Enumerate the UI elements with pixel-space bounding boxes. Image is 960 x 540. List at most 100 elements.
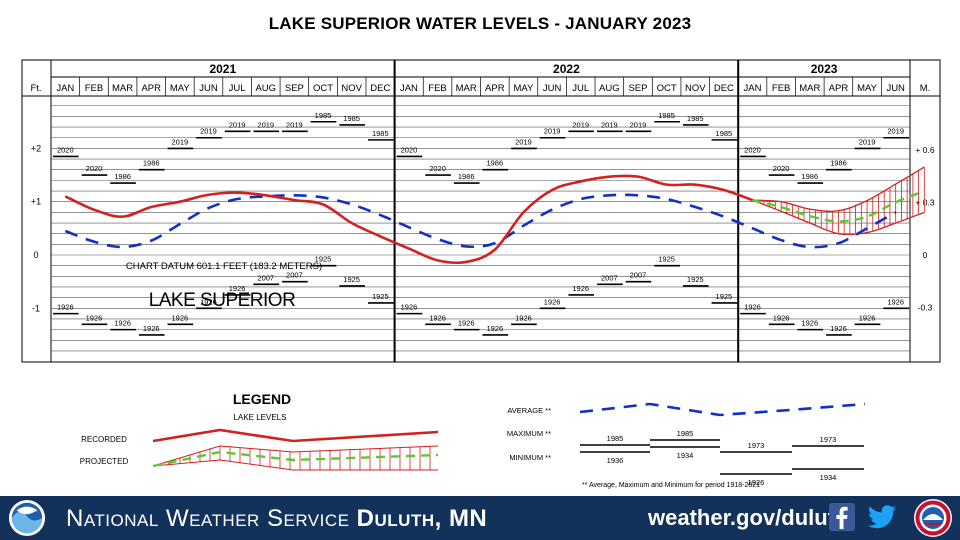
legend-recorded-label: RECORDED xyxy=(81,435,127,444)
max-year-label: 1985 xyxy=(658,111,675,120)
min-year-label: 1925 xyxy=(343,275,360,284)
nws-logo[interactable] xyxy=(913,498,953,538)
min-year-label: 1926 xyxy=(86,313,103,322)
office-name: Duluth, MN xyxy=(356,505,488,532)
year-label: 2021 xyxy=(209,62,236,76)
month-label: JAN xyxy=(744,83,762,94)
max-year-label: 2019 xyxy=(544,127,561,136)
left-tick-label: +1 xyxy=(31,197,41,207)
water-level-chart: 2021 JAN FEB MAR APR MAY JUN JUL AUG SEP OCT NOV DEC… xyxy=(21,59,941,489)
min-year-label: 1926 xyxy=(401,303,418,312)
min-year-label: 2007 xyxy=(286,271,303,280)
office-title: National Weather Service Duluth, MN xyxy=(66,505,487,533)
min-year-label: 1926 xyxy=(172,313,189,322)
max-year-label: 2019 xyxy=(859,137,876,146)
max-year-label: 1986 xyxy=(830,159,847,168)
twitter-icon[interactable] xyxy=(866,502,898,532)
min-year-label: 2007 xyxy=(601,273,618,282)
right-tick-label: + 0.6 xyxy=(915,145,934,155)
min-year-label: 1926 xyxy=(859,313,876,322)
max-year-label: 2019 xyxy=(200,127,217,136)
year-label: 2023 xyxy=(811,62,838,76)
min-year-label: 2007 xyxy=(257,273,274,282)
legend-title: LEGEND xyxy=(233,391,291,407)
max-year-label: 2019 xyxy=(572,120,589,129)
max-year-label: 1986 xyxy=(114,172,131,181)
month-label: SEP xyxy=(285,83,304,94)
min-year-label: 1925 xyxy=(315,255,332,264)
month-label: APR xyxy=(829,83,849,94)
legend-minimum-label: MINIMUM ** xyxy=(509,453,551,462)
max-year-label: 2019 xyxy=(229,120,246,129)
month-label: MAY xyxy=(857,83,878,94)
legend-max-year: 1985 xyxy=(677,429,694,438)
footer-bar: National Weather Service Duluth, MN weat… xyxy=(0,496,960,540)
legend-projected-label: PROJECTED xyxy=(80,457,129,466)
recorded-level-line xyxy=(64,174,753,265)
right-tick-label: + 0.3 xyxy=(915,198,934,208)
max-year-label: 2020 xyxy=(429,164,446,173)
min-year-label: 1926 xyxy=(773,313,790,322)
min-year-label: 1926 xyxy=(801,319,818,328)
legend-min-year: 1934 xyxy=(820,473,837,482)
month-label: DEC xyxy=(370,83,390,94)
max-year-label: 1986 xyxy=(486,159,503,168)
max-year-label: 1985 xyxy=(716,129,733,138)
min-year-label: 2007 xyxy=(630,271,647,280)
min-year-label: 1926 xyxy=(744,303,761,312)
legend-projected-high xyxy=(152,445,439,467)
max-year-label: 2019 xyxy=(515,137,532,146)
month-label: JUL xyxy=(572,83,589,94)
max-year-label: 1986 xyxy=(458,172,475,181)
max-year-label: 2019 xyxy=(172,137,189,146)
legend-average-label: AVERAGE ** xyxy=(507,406,551,415)
max-year-label: 2020 xyxy=(773,164,790,173)
month-label: AUG xyxy=(599,83,620,94)
max-year-label: 1985 xyxy=(343,114,360,123)
max-year-label: 1985 xyxy=(372,129,389,138)
website-link[interactable]: weather.gov/duluth xyxy=(648,505,849,530)
month-label: MAR xyxy=(799,83,820,94)
facebook-icon[interactable] xyxy=(828,502,856,532)
min-year-label: 1926 xyxy=(486,324,503,333)
month-label: NOV xyxy=(341,83,362,94)
max-year-label: 2020 xyxy=(57,145,74,154)
month-label: MAY xyxy=(170,83,191,94)
noaa-logo[interactable] xyxy=(8,499,46,537)
month-label: OCT xyxy=(313,83,333,94)
legend-projected-low xyxy=(152,459,438,471)
max-year-label: 1985 xyxy=(687,114,704,123)
legend-recorded-line xyxy=(152,428,439,443)
min-year-label: 1926 xyxy=(544,297,561,306)
year-label: 2022 xyxy=(553,62,580,76)
average-level-line xyxy=(64,193,897,249)
month-label: NOV xyxy=(685,83,706,94)
max-year-label: 2020 xyxy=(744,145,761,154)
legend-footnote: ** Average, Maximum and Minimum for peri… xyxy=(582,482,760,489)
month-label: APR xyxy=(141,83,161,94)
legend-min-year: 1926 xyxy=(748,478,765,487)
legend-max-year: 1973 xyxy=(748,441,765,450)
right-tick-label: 0 xyxy=(923,250,928,260)
lake-name-label: LAKE SUPERIOR xyxy=(149,290,296,311)
month-label: FEB xyxy=(85,83,103,94)
right-unit-label: M. xyxy=(920,83,931,94)
max-year-label: 2019 xyxy=(887,127,904,136)
legend-maximum-label: MAXIMUM ** xyxy=(507,429,551,438)
min-year-label: 1926 xyxy=(887,297,904,306)
min-year-label: 1926 xyxy=(458,319,475,328)
max-year-label: 1985 xyxy=(315,111,332,120)
month-label: JUN xyxy=(199,83,218,94)
max-year-label: 2019 xyxy=(286,120,303,129)
min-year-label: 1925 xyxy=(716,292,733,301)
chart-title: LAKE SUPERIOR WATER LEVELS - JANUARY 202… xyxy=(268,14,692,33)
min-year-label: 1926 xyxy=(114,319,131,328)
month-label: JUL xyxy=(229,83,246,94)
chart-datum-label: CHART DATUM 601.1 FEET (183.2 METERS) xyxy=(126,261,322,272)
month-label: FEB xyxy=(428,83,446,94)
max-year-label: 2020 xyxy=(401,145,418,154)
max-year-label: 2019 xyxy=(630,120,647,129)
month-label: JAN xyxy=(56,83,74,94)
left-tick-label: +2 xyxy=(31,143,41,153)
max-year-label: 2020 xyxy=(86,164,103,173)
